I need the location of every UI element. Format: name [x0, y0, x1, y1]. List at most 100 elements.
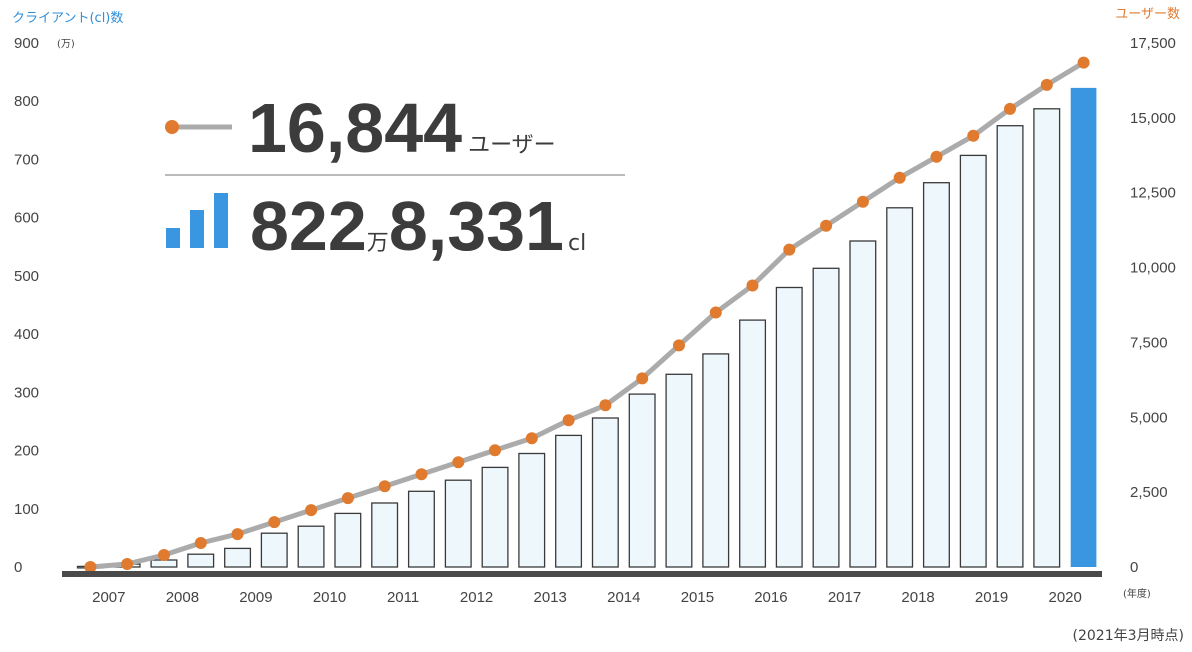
- x-tick-label: 2015: [681, 589, 714, 606]
- user-point-27: [1078, 57, 1090, 69]
- bar-20: [813, 268, 839, 567]
- user-point-2: [158, 549, 170, 561]
- x-tick-label: 2016: [754, 589, 787, 606]
- bar-10: [445, 480, 471, 567]
- user-point-19: [783, 244, 795, 256]
- clients-man-unit: 万: [367, 231, 389, 256]
- users-value: 16,844: [248, 89, 462, 167]
- bar-15: [629, 394, 655, 567]
- user-point-20: [820, 220, 832, 232]
- bar-2: [151, 560, 177, 567]
- right-tick-label: 10,000: [1130, 260, 1176, 277]
- user-point-4: [232, 528, 244, 540]
- x-tick-label: 2019: [975, 589, 1008, 606]
- user-point-14: [599, 399, 611, 411]
- bar-8: [372, 503, 398, 567]
- x-tick-label: 2008: [166, 589, 199, 606]
- bar-11: [482, 467, 508, 567]
- bar-4: [225, 548, 251, 567]
- bar-6: [298, 526, 324, 567]
- date-note: (2021年3月時点): [1073, 628, 1184, 644]
- bar-16: [666, 374, 692, 567]
- bar-21: [850, 241, 876, 567]
- user-point-13: [563, 414, 575, 426]
- legend-dot-icon: [165, 120, 179, 134]
- user-point-17: [710, 307, 722, 319]
- left-tick-label: 800: [14, 93, 39, 110]
- left-tick-label: 600: [14, 210, 39, 227]
- bar-12: [519, 454, 545, 568]
- user-point-21: [857, 196, 869, 208]
- user-point-18: [747, 280, 759, 292]
- x-tick-label: 2018: [901, 589, 934, 606]
- x-axis-unit: (年度): [1123, 587, 1151, 600]
- left-tick-label: 400: [14, 326, 39, 343]
- left-axis-title: クライアント(cl)数: [12, 11, 123, 26]
- user-point-23: [931, 151, 943, 163]
- right-axis-ticks: 0 2,500 5,000 7,500 10,000 12,500 15,000 17,500: [1130, 35, 1176, 576]
- bar-22: [887, 208, 913, 567]
- user-point-3: [195, 537, 207, 549]
- bar-9: [409, 491, 435, 567]
- right-tick-label: 5,000: [1130, 409, 1168, 426]
- user-point-22: [894, 172, 906, 184]
- x-tick-label: 2007: [92, 589, 125, 606]
- bar-24: [960, 155, 986, 567]
- x-tick-label: 2010: [313, 589, 346, 606]
- right-tick-label: 7,500: [1130, 334, 1168, 351]
- user-point-10: [452, 456, 464, 468]
- x-tick-label: 2011: [387, 589, 419, 606]
- x-tick-label: 2013: [534, 589, 567, 606]
- user-point-8: [379, 480, 391, 492]
- bar-26: [1034, 109, 1060, 567]
- x-axis-ticks: 2007 2008 2009 2010 2011 2012 2013 2014 2015 2016…: [92, 589, 1082, 606]
- right-tick-label: 2,500: [1130, 484, 1168, 501]
- x-tick-label: 2009: [239, 589, 272, 606]
- user-point-24: [967, 130, 979, 142]
- x-axis-baseline: [62, 571, 1102, 577]
- clients-rest: 8,331: [389, 187, 564, 265]
- users-unit: ユーザー: [468, 133, 556, 158]
- left-tick-label: 900: [14, 35, 39, 52]
- left-tick-label: 200: [14, 443, 39, 460]
- left-tick-label: 300: [14, 384, 39, 401]
- user-point-9: [416, 468, 428, 480]
- user-point-15: [636, 372, 648, 384]
- bar-14: [593, 418, 619, 567]
- bar-23: [924, 183, 950, 567]
- right-tick-label: 17,500: [1130, 35, 1176, 52]
- user-point-5: [268, 516, 280, 528]
- user-point-11: [489, 444, 501, 456]
- bar-7: [335, 513, 361, 567]
- bar-17: [703, 354, 729, 567]
- left-tick-label: 0: [14, 559, 22, 576]
- right-tick-label: 12,500: [1130, 185, 1176, 202]
- bar-13: [556, 435, 582, 567]
- clients-callout: 822万8,331 cl: [250, 187, 586, 265]
- bar-25: [997, 126, 1023, 567]
- left-axis-unit: (万): [57, 39, 75, 50]
- right-axis-title: ユーザー数: [1115, 7, 1180, 22]
- x-tick-label: 2020: [1049, 589, 1082, 606]
- right-tick-label: 0: [1130, 559, 1138, 576]
- bar-19: [776, 288, 802, 568]
- user-point-7: [342, 492, 354, 504]
- user-point-26: [1041, 79, 1053, 91]
- clients-man: 822: [250, 187, 367, 265]
- user-point-25: [1004, 103, 1016, 115]
- callout-legend: 16,844 ユーザー 822万8,331 cl: [160, 80, 630, 270]
- bar-27: [1071, 88, 1097, 567]
- user-point-16: [673, 339, 685, 351]
- left-tick-label: 500: [14, 268, 39, 285]
- x-tick-label: 2014: [607, 589, 640, 606]
- bar-3: [188, 554, 214, 567]
- left-tick-label: 100: [14, 501, 39, 518]
- user-point-6: [305, 504, 317, 516]
- clients-unit: cl: [568, 231, 586, 256]
- left-axis-ticks: 0 100 200 300 400 500 600 700 800 900: [14, 35, 39, 576]
- right-tick-label: 15,000: [1130, 110, 1176, 127]
- user-point-1: [121, 558, 133, 570]
- bar-5: [261, 533, 287, 567]
- user-point-12: [526, 432, 538, 444]
